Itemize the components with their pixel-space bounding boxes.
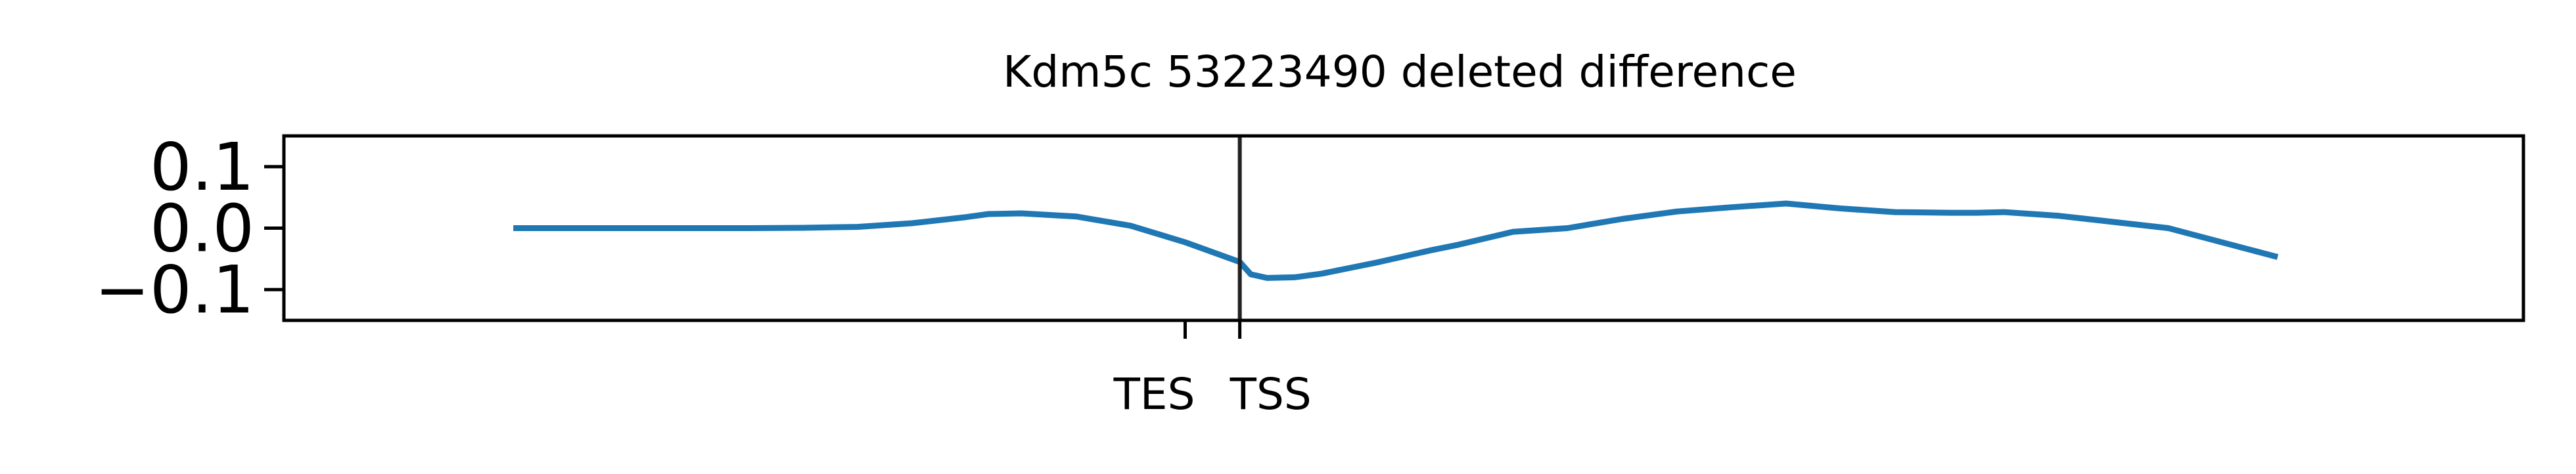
plot-area <box>282 134 2525 322</box>
y-tick-label: 0.1 <box>150 129 254 205</box>
y-tick-label: −0.1 <box>95 251 254 328</box>
chart-title: Kdm5c 53223490 deleted difference <box>1003 47 1797 97</box>
series-line-0 <box>513 200 2279 281</box>
x-tick-label: TSS <box>1230 369 1312 420</box>
y-axis: 0.10.0−0.1 <box>95 129 284 328</box>
y-tick-label: 0.0 <box>150 190 254 267</box>
x-tick-label: TES <box>1113 369 1195 420</box>
x-axis: TES TSS <box>1113 320 1312 420</box>
